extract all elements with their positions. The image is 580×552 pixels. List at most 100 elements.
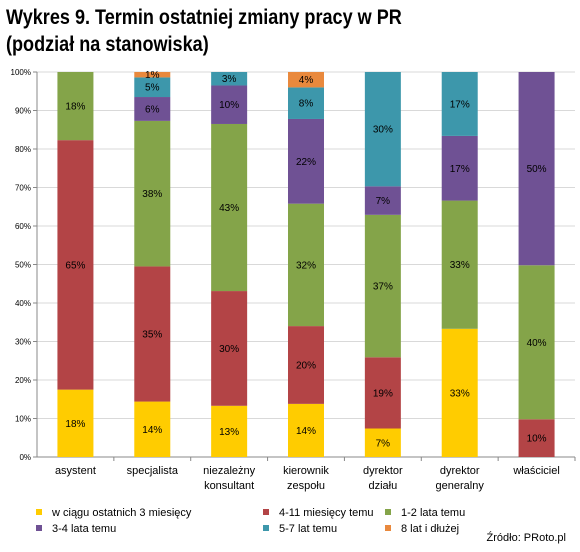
data-label: 19% [373, 388, 393, 399]
legend-swatch [36, 525, 42, 532]
data-label: 43% [219, 203, 239, 214]
chart-title-line-2: (podział na stanowiska) [6, 33, 209, 56]
y-tick-label: 60% [15, 222, 31, 231]
data-label: 37% [373, 282, 393, 293]
y-tick-label: 90% [15, 107, 31, 116]
data-label: 18% [65, 419, 85, 430]
x-tick-label: właściciel [512, 465, 559, 477]
bar-segment [134, 97, 171, 121]
bar-segment [441, 72, 478, 136]
bar-segment [364, 186, 401, 215]
bar-segment [134, 72, 171, 78]
data-label: 40% [527, 338, 547, 349]
bar-segment [364, 214, 401, 358]
data-label: 7% [376, 438, 391, 449]
data-label: 6% [145, 104, 160, 115]
legend-item: 3-4 lata temu [36, 522, 116, 536]
data-label: 17% [450, 99, 470, 110]
data-label: 32% [296, 260, 316, 271]
legend-label: 4-11 miesięcy temu [279, 507, 374, 519]
data-label: 10% [219, 100, 239, 111]
bar-segment [211, 123, 248, 292]
data-label: 35% [142, 329, 162, 340]
bar-segment [211, 85, 248, 124]
bar-segment [518, 419, 555, 457]
legend-label: w ciągu ostatnich 3 miesięcy [52, 507, 192, 519]
bar-segment [57, 389, 94, 457]
x-tick-label: niezależny [203, 465, 255, 477]
bar-segment [364, 72, 401, 187]
data-label: 30% [219, 344, 239, 355]
bar-segment [211, 72, 248, 86]
y-tick-label: 50% [15, 261, 31, 270]
bar-segment [288, 87, 324, 119]
bar-segment [288, 72, 324, 88]
legend-item: 8 lat i dłużej [385, 522, 459, 536]
bar-segment [57, 140, 94, 390]
bar-segment [57, 72, 94, 141]
legend-label: 8 lat i dłużej [401, 523, 460, 535]
data-label: 4% [299, 75, 314, 86]
legend-label: 3-4 lata temu [52, 523, 117, 535]
data-label: 38% [142, 189, 162, 200]
bar-segment [364, 428, 401, 457]
data-label: 8% [299, 99, 314, 110]
legend-item: 4-11 miesięcy temu [263, 506, 374, 520]
data-label: 14% [142, 425, 162, 436]
bar-segment [288, 326, 324, 404]
x-tick-label: kierownik [283, 465, 329, 477]
x-tick-label: specjalista [127, 465, 179, 477]
legend-item: 1-2 lata temu [385, 506, 465, 520]
y-tick-label: 30% [15, 338, 31, 347]
legend-swatch [385, 525, 391, 532]
data-label: 1% [145, 70, 160, 81]
legend-swatch [36, 509, 42, 516]
data-label: 7% [376, 196, 391, 207]
y-tick-label: 0% [19, 453, 31, 462]
data-label: 20% [296, 360, 316, 371]
y-tick-label: 70% [15, 184, 31, 193]
source-note: Źródło: PRoto.pl [486, 532, 566, 544]
data-label: 3% [222, 74, 237, 85]
x-tick-label: dyrektor [363, 465, 403, 477]
data-label: 50% [527, 164, 547, 175]
bar-segment [441, 135, 478, 201]
bar-segment [134, 401, 171, 457]
data-label: 33% [450, 260, 470, 271]
y-tick-label: 100% [11, 68, 31, 77]
data-label: 5% [145, 83, 160, 94]
data-label: 13% [219, 427, 239, 438]
legend-swatch [263, 525, 269, 532]
y-tick-label: 80% [15, 145, 31, 154]
bar-segment [441, 328, 478, 457]
data-label: 18% [65, 102, 85, 113]
data-label: 65% [65, 260, 85, 271]
bar-segment [518, 265, 555, 420]
bar-segment [211, 291, 248, 406]
legend-swatch [263, 509, 269, 516]
data-label: 17% [450, 164, 470, 175]
y-tick-label: 10% [15, 415, 31, 424]
data-label: 22% [296, 157, 316, 168]
bar-segment [364, 357, 401, 429]
bar-segment [134, 266, 171, 402]
x-tick-label: zespołu [287, 480, 325, 492]
data-label: 30% [373, 125, 393, 136]
legend-item: 5-7 lat temu [263, 522, 337, 536]
x-tick-label: asystent [55, 465, 96, 477]
bar-segment [134, 120, 171, 267]
bar-segment [441, 200, 478, 329]
x-tick-label: generalny [436, 480, 485, 492]
x-tick-label: konsultant [204, 480, 254, 492]
legend-label: 5-7 lat temu [279, 523, 338, 535]
y-tick-label: 40% [15, 299, 31, 308]
y-tick-label: 20% [15, 376, 31, 385]
x-tick-label: działu [368, 480, 397, 492]
chart-title-line-1: Wykres 9. Termin ostatniej zmiany pracy … [6, 6, 402, 29]
data-label: 10% [527, 434, 547, 445]
chart-title: Wykres 9. Termin ostatniej zmiany pracy … [6, 4, 488, 58]
legend-item: w ciągu ostatnich 3 miesięcy [36, 506, 191, 520]
data-label: 14% [296, 426, 316, 437]
data-label: 33% [450, 388, 470, 399]
bar-segment [288, 203, 324, 327]
